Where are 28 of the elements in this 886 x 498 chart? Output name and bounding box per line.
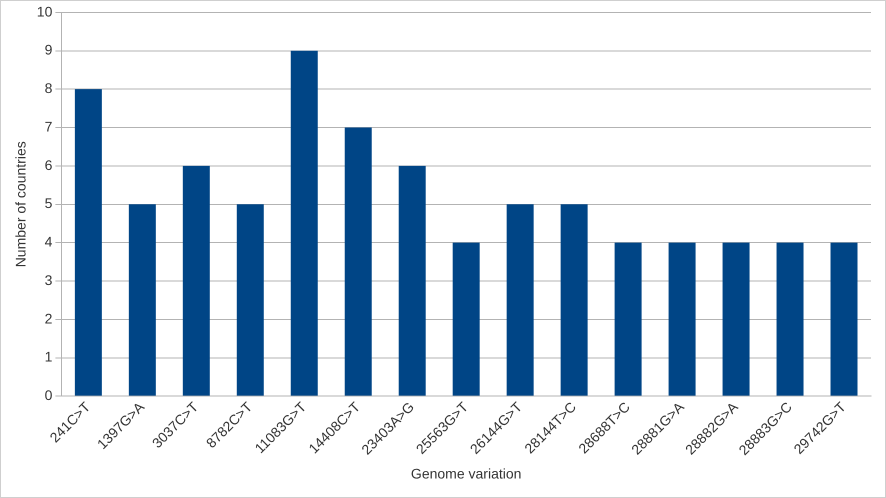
bar	[236, 204, 264, 396]
y-tick-label: 7	[44, 118, 53, 134]
bar	[830, 242, 858, 396]
bar	[452, 242, 480, 396]
y-tick-label: 6	[44, 156, 53, 173]
y-tick-label: 3	[44, 272, 53, 288]
bar	[398, 166, 426, 396]
bar	[182, 166, 210, 396]
bar	[290, 50, 318, 396]
y-tick-label: 5	[44, 195, 53, 212]
bar	[668, 242, 696, 396]
y-axis-title: Number of countries	[12, 141, 28, 268]
y-tick-label: 0	[44, 387, 53, 404]
bar	[560, 204, 588, 396]
bar	[722, 242, 750, 396]
y-tick-label: 9	[44, 42, 53, 58]
y-tick-label: 2	[44, 310, 53, 326]
y-tick-label: 4	[44, 234, 53, 250]
bar	[614, 242, 642, 396]
y-tick-label: 8	[44, 80, 53, 96]
bar	[128, 204, 156, 396]
bar	[506, 204, 534, 396]
x-axis-title: Genome variation	[410, 465, 522, 482]
bar	[776, 242, 804, 396]
y-tick-label: 1	[44, 348, 53, 365]
bar	[344, 128, 372, 396]
bar	[74, 89, 102, 396]
y-tick-label: 10	[36, 3, 53, 20]
